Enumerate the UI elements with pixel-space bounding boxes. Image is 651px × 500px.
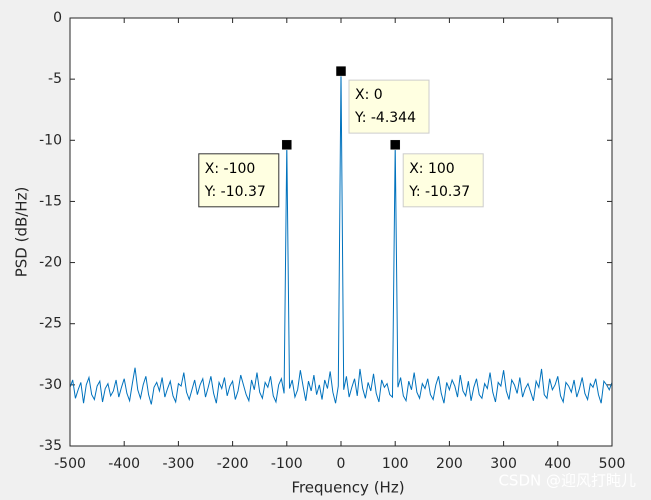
- data-tip-marker: [281, 139, 293, 151]
- data-tip-marker: [335, 65, 347, 77]
- y-tick-label: -30: [39, 377, 62, 393]
- y-tick-label: -25: [39, 316, 62, 332]
- data-tip-text: Y: -4.344: [354, 110, 416, 126]
- x-tick-label: -100: [271, 456, 303, 472]
- y-tick-label: -5: [48, 71, 62, 87]
- y-tick-label: 0: [53, 10, 62, 26]
- data-tip-box: [348, 79, 430, 134]
- data-tip: X: 100 Y: -10.37: [389, 139, 484, 208]
- x-tick-label: 0: [337, 456, 346, 472]
- data-tip-text: X: 100: [409, 161, 454, 177]
- data-tip-box: [198, 153, 280, 208]
- watermark: CSDN @迎风打盹儿: [498, 472, 636, 490]
- x-tick-label: -300: [163, 456, 195, 472]
- x-tick-label: 400: [544, 456, 571, 472]
- x-tick-label: 200: [436, 456, 463, 472]
- x-tick-label: -400: [108, 456, 140, 472]
- x-tick-label: -500: [54, 456, 86, 472]
- data-tip-text: X: -100: [205, 161, 256, 177]
- data-tip-text: Y: -10.37: [408, 184, 470, 200]
- data-tip-box: [402, 153, 484, 208]
- data-tip-text: Y: -10.37: [204, 184, 266, 200]
- x-tick-label: -200: [217, 456, 249, 472]
- data-tip: X: 0 Y: -4.344: [335, 65, 430, 134]
- x-axis-label: Frequency (Hz): [291, 479, 404, 497]
- data-tip: X: -100 Y: -10.37: [198, 139, 293, 208]
- y-tick-label: -10: [39, 132, 62, 148]
- y-tick-label: -35: [39, 438, 62, 454]
- y-tick-label: -15: [39, 193, 62, 209]
- y-axis-label: PSD (dB/Hz): [13, 187, 31, 278]
- data-tip-marker: [389, 139, 401, 151]
- x-tick-label: 500: [599, 456, 626, 472]
- y-tick-label: -20: [39, 255, 62, 271]
- data-tip-text: X: 0: [355, 87, 383, 103]
- x-tick-label: 300: [490, 456, 517, 472]
- axes-box: [69, 17, 613, 447]
- x-tick-label: 100: [382, 456, 409, 472]
